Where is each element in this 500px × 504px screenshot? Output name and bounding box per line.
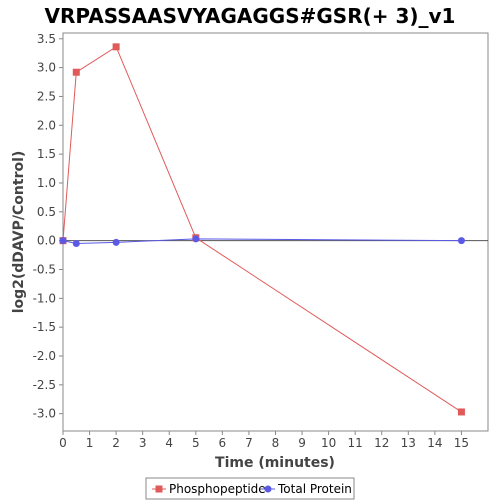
y-tick-label: -2.0 — [33, 349, 56, 363]
legend-label-total-protein: Total Protein — [277, 482, 352, 496]
x-tick-label: 14 — [427, 436, 442, 450]
x-tick-label: 6 — [219, 436, 227, 450]
y-axis-label: log2(dDAVP/Control) — [11, 151, 27, 314]
y-tick-label: 1.5 — [37, 147, 56, 161]
x-tick-label: 7 — [245, 436, 253, 450]
x-axis-label: Time (minutes) — [215, 455, 335, 471]
y-tick-label: -1.0 — [33, 291, 56, 305]
x-tick-label: 15 — [454, 436, 469, 450]
y-tick-label: 3.0 — [37, 61, 56, 75]
y-tick-label: -1.5 — [33, 320, 56, 334]
data-point-phosphopeptide — [457, 408, 465, 416]
data-point-phosphopeptide — [112, 43, 120, 51]
y-tick-label: 0.0 — [37, 234, 56, 248]
x-tick-label: 2 — [112, 436, 120, 450]
y-tick-label: 0.5 — [37, 205, 56, 219]
legend-label-phosphopeptide: Phosphopeptide — [169, 482, 266, 496]
x-tick-label: 8 — [272, 436, 280, 450]
y-axis-ticks: 3.5 3.0 2.5 2.0 1.5 1.0 0.5 0.0 -0.5 -1.0 -1.5 -2.0… — [33, 32, 63, 421]
x-tick-label: 13 — [401, 436, 416, 450]
x-tick-label: 1 — [86, 436, 94, 450]
x-axis-ticks: 0 1 2 3 4 5 6 7 8 9 10 11 12 13 14 15 — [59, 431, 469, 450]
plot-area — [62, 32, 489, 432]
x-tick-label: 5 — [192, 436, 200, 450]
data-point-phosphopeptide — [72, 68, 80, 76]
legend-marker-total-protein — [264, 485, 272, 493]
data-point-total-protein — [59, 237, 67, 245]
x-tick-label: 4 — [165, 436, 173, 450]
y-tick-label: 1.0 — [37, 176, 56, 190]
y-tick-label: -0.5 — [33, 262, 56, 276]
legend-marker-phosphopeptide — [155, 485, 163, 493]
x-tick-label: 12 — [374, 436, 389, 450]
y-tick-label: -3.0 — [33, 407, 56, 421]
data-point-total-protein — [192, 235, 200, 243]
data-point-total-protein — [457, 237, 465, 245]
y-tick-label: 2.0 — [37, 118, 56, 132]
x-tick-label: 0 — [59, 436, 67, 450]
chart-title: VRPASSAASVYAGAGGS#GSR(+ 3)_v1 — [45, 4, 456, 28]
x-tick-label: 10 — [321, 436, 336, 450]
data-point-total-protein — [112, 238, 120, 246]
legend-box — [145, 477, 355, 500]
y-tick-label: -2.5 — [33, 378, 56, 392]
y-tick-label: 2.5 — [37, 89, 56, 103]
y-tick-label: 3.5 — [37, 32, 56, 46]
x-tick-label: 3 — [139, 436, 147, 450]
x-tick-label: 11 — [348, 436, 363, 450]
x-tick-label: 9 — [298, 436, 306, 450]
series-group — [59, 43, 465, 416]
data-point-total-protein — [72, 240, 80, 248]
legend: Phosphopeptide Total Protein — [145, 477, 355, 500]
